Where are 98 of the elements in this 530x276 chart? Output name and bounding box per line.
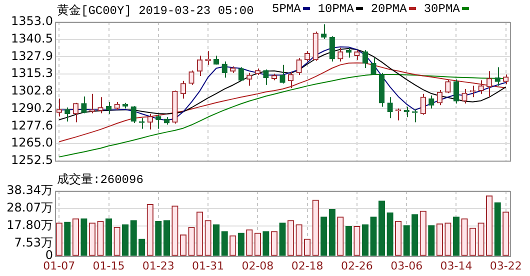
bar xyxy=(163,220,170,256)
candlestick xyxy=(106,101,112,114)
x-tick-label: 02-08 xyxy=(242,259,274,272)
y-tick-label: 38.34万 xyxy=(6,183,53,198)
bar xyxy=(138,238,146,256)
bar xyxy=(362,224,369,256)
bar xyxy=(386,212,394,256)
bar xyxy=(64,222,71,256)
bar xyxy=(262,231,270,256)
candlestick xyxy=(156,114,162,130)
candlestick xyxy=(370,58,376,75)
candlestick xyxy=(72,103,79,123)
y-tick-label: 1302.8 xyxy=(11,83,53,98)
x-tick-label: 01-23 xyxy=(142,259,174,272)
legend-label: 30PMA xyxy=(424,2,460,16)
candlestick xyxy=(271,73,278,81)
bar xyxy=(370,216,377,256)
bar xyxy=(412,214,418,256)
candlestick xyxy=(288,71,294,89)
bar xyxy=(279,222,286,256)
x-tick-label: 03-14 xyxy=(440,259,472,272)
candlestick xyxy=(296,58,302,76)
y-tick-label: 1327.9 xyxy=(11,48,53,63)
candlestick xyxy=(478,80,484,94)
bar xyxy=(122,224,129,256)
candlestick xyxy=(196,55,203,76)
candlestick xyxy=(362,50,368,68)
x-tick-label: 03-22 xyxy=(490,259,522,272)
candlestick xyxy=(64,106,70,122)
candlestick xyxy=(139,118,145,130)
candlestick xyxy=(404,106,410,118)
candlestick xyxy=(188,70,194,86)
candlestick xyxy=(81,96,87,113)
candlestick xyxy=(147,113,153,130)
y-tick-label: 1315.3 xyxy=(11,66,53,80)
candlestick xyxy=(254,68,261,76)
candlestick xyxy=(338,47,344,62)
bar xyxy=(221,231,228,256)
legend-label: 5PMA xyxy=(272,2,301,16)
candlestick xyxy=(280,64,286,84)
bar xyxy=(238,232,244,256)
bar xyxy=(428,225,435,256)
candlestick xyxy=(378,72,385,108)
y-tick-label: 1252.5 xyxy=(11,152,53,167)
x-tick-label: 02-18 xyxy=(291,259,324,272)
candlestick xyxy=(56,98,62,117)
candlestick xyxy=(329,36,335,62)
candlestick xyxy=(486,70,492,98)
bar xyxy=(378,200,386,256)
candlestick xyxy=(428,94,434,109)
candlestick xyxy=(222,61,228,78)
candlestick xyxy=(354,50,360,60)
bar xyxy=(130,220,137,256)
candlestick xyxy=(503,74,509,85)
candlestick xyxy=(130,106,136,124)
candlestick xyxy=(445,78,451,94)
bar xyxy=(452,216,460,256)
candlestick xyxy=(462,88,468,104)
candlestick xyxy=(114,101,120,110)
candlestick xyxy=(494,66,500,86)
bar xyxy=(105,218,112,256)
candlestick xyxy=(321,24,327,40)
candlestick xyxy=(246,72,252,86)
y-tick-label: 28.07万 xyxy=(6,200,53,215)
x-tick-label: 03-06 xyxy=(390,259,423,272)
bar xyxy=(403,225,410,256)
candlestick xyxy=(263,69,269,86)
chart-title: 成交量:260096 xyxy=(57,172,144,188)
y-tick-label: 1265.0 xyxy=(11,136,53,150)
y-tick-label: 1277.6 xyxy=(11,118,53,132)
candlestick xyxy=(387,96,393,119)
candlestick xyxy=(98,96,104,114)
y-tick-label: 7.53万 xyxy=(14,235,53,250)
candlestick xyxy=(453,78,460,104)
bar xyxy=(345,226,352,256)
y-tick-label: 1290.2 xyxy=(11,100,53,115)
candlestick xyxy=(180,80,186,100)
candlestick xyxy=(304,50,310,62)
candlestick xyxy=(230,66,236,74)
legend-label: 10PMA xyxy=(318,2,354,16)
y-tick-label: 1353.0 xyxy=(11,14,53,28)
x-tick-label: 01-31 xyxy=(192,259,224,272)
bar xyxy=(155,220,162,256)
candlestick xyxy=(312,31,318,62)
legend-label: 20PMA xyxy=(370,2,407,16)
x-tick-label: 02-26 xyxy=(340,259,373,272)
y-tick-label: 17.80万 xyxy=(6,218,53,232)
bar xyxy=(328,209,336,256)
candlestick xyxy=(164,116,170,126)
bar xyxy=(212,224,220,256)
chart-title: 黄金[GC00Y] 2019-03-23 05:00 xyxy=(57,3,254,19)
x-tick-label: 01-15 xyxy=(92,259,125,272)
bar xyxy=(80,218,88,256)
bar xyxy=(494,202,501,256)
y-tick-label: 1340.5 xyxy=(11,31,53,46)
candlestick xyxy=(420,93,426,116)
candlestick xyxy=(205,50,211,66)
bar xyxy=(320,216,328,256)
